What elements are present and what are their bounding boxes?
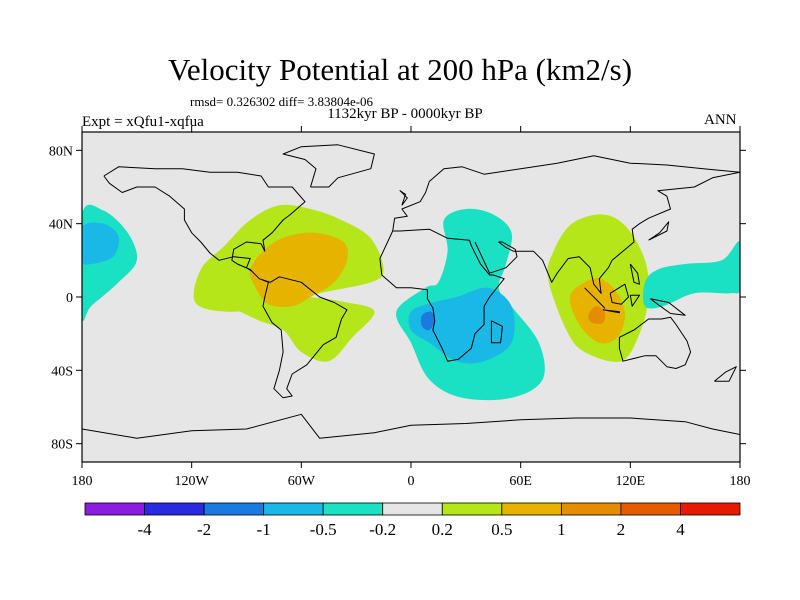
contour-region-10: [643, 241, 740, 309]
coastline-1: [103, 166, 348, 399]
colorbar-label: -2: [197, 520, 211, 539]
colorbar-swatch: [263, 502, 324, 516]
colorbar-swatch: [680, 502, 741, 516]
coastline-12: [650, 298, 686, 316]
contour-region-5: [408, 287, 515, 364]
colorbar: -4 -2 -1 -0.5 -0.2 0.2 0.5 1 2 4: [84, 502, 741, 539]
coastline-6: [490, 320, 503, 344]
contour-region-9: [588, 306, 606, 324]
coastline-10: [609, 283, 629, 305]
x-tick-label: 120E: [616, 474, 646, 489]
coastline-14: [629, 263, 640, 285]
colorbar-label: -1: [257, 520, 271, 539]
contour-region-6: [420, 311, 435, 331]
y-tick-label: 40S: [51, 364, 73, 379]
coastline-13: [648, 221, 670, 241]
coastline-4: [379, 228, 505, 362]
contour-region-2: [226, 296, 375, 362]
chart-title: Velocity Potential at 200 hPa (km2/s): [167, 52, 633, 87]
contour-region-3: [249, 232, 348, 307]
coastline-9: [602, 309, 620, 314]
experiment-label: Expt = xQfu1-xqfua: [82, 114, 204, 130]
stats-line: rmsd= 0.326302 diff= 3.83804e-06: [190, 94, 374, 109]
colorbar-swatch: [84, 502, 145, 516]
colorbar-swatch: [620, 502, 681, 516]
y-tick-label: 80S: [51, 438, 73, 453]
colorbar-swatch: [203, 502, 265, 516]
y-tick-label: 40N: [49, 218, 73, 233]
colorbar-swatch: [322, 502, 384, 516]
colorbar-label: -4: [137, 520, 152, 539]
colorbar-swatch: [560, 502, 622, 516]
coastline-5: [474, 171, 740, 294]
colorbar-label: 4: [676, 520, 685, 539]
coastline-2: [282, 144, 375, 188]
coastline-17: [82, 413, 740, 439]
x-tick-label: 0: [408, 474, 415, 489]
coastline-16: [399, 190, 408, 206]
period-label: 1132kyr BP - 0000kyr BP: [327, 106, 483, 122]
coastlines: [82, 144, 740, 439]
x-tick-label: 60E: [509, 474, 532, 489]
colorbar-swatch: [382, 502, 443, 516]
colorbar-label: -0.5: [310, 520, 337, 539]
x-tick-label: 180: [72, 474, 93, 489]
colorbar-label: 2: [617, 520, 626, 539]
y-tick-label: 0: [66, 291, 73, 306]
x-tick-label: 180: [730, 474, 751, 489]
coastline-8: [584, 287, 606, 309]
colorbar-label: 0.2: [432, 520, 453, 539]
x-tick-label: 120W: [175, 474, 210, 489]
colorbar-label: 0.5: [491, 520, 512, 539]
axis-ticks: 180 120W 60W 0 60E 120E 180 80N 40N 0 40S 80S: [49, 126, 751, 489]
colorbar-swatch: [144, 502, 205, 516]
y-tick-label: 80N: [49, 144, 73, 159]
coastline-15: [714, 366, 737, 382]
coastline-3: [392, 155, 740, 232]
coastline-7: [618, 316, 692, 369]
colorbar-label: -0.2: [369, 520, 396, 539]
colorbar-swatch: [441, 502, 503, 516]
colorbar-swatch: [501, 502, 562, 516]
contour-region-12: [82, 222, 120, 265]
coastline-11: [629, 294, 640, 307]
season-label: ANN: [704, 112, 737, 128]
x-tick-label: 60W: [288, 474, 316, 489]
colorbar-label: 1: [557, 520, 566, 539]
